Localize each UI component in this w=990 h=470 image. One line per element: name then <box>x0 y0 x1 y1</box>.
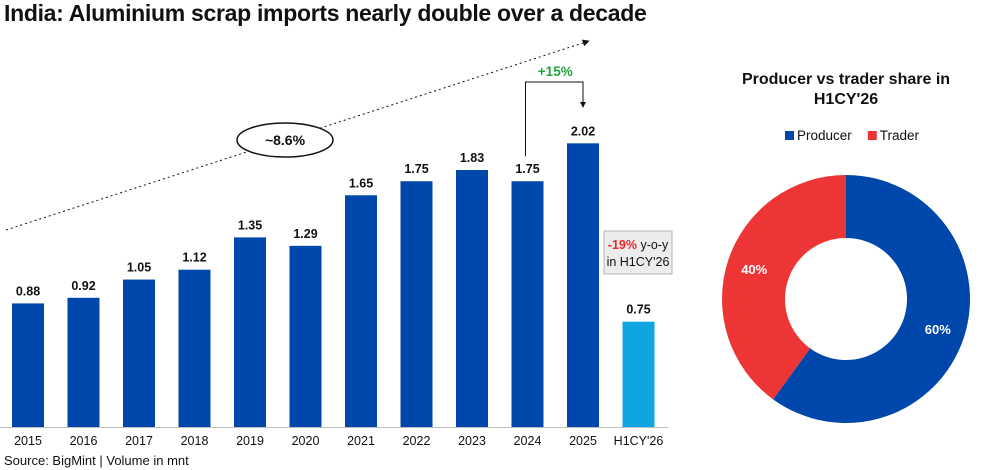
growth-bracket <box>525 81 586 157</box>
x-tick-label: 2021 <box>347 434 375 448</box>
bar-2016 <box>67 297 100 427</box>
bar-2021 <box>345 195 377 427</box>
bar-2024 <box>511 181 544 427</box>
bar-annotations: ~8.6% +15% -19% y-o-y in H1CY'26 <box>5 39 673 275</box>
x-tick-label: 2024 <box>514 434 542 448</box>
x-tick-label: 2022 <box>403 434 431 448</box>
x-tick-label: 2018 <box>181 434 209 448</box>
yoy-text: y-o-y <box>637 238 669 252</box>
x-tick-label: 2019 <box>236 434 264 448</box>
bar-2015 <box>12 303 44 427</box>
yoy-callout-line-2: in H1CY'26 <box>607 255 670 269</box>
bar-value-label: 1.65 <box>349 176 373 190</box>
bar-2023 <box>456 170 488 428</box>
legend-swatch-producer <box>785 131 794 140</box>
donut-slice-label: 40% <box>741 262 767 277</box>
bar-value-label: 0.92 <box>71 279 95 293</box>
x-tick-label: 2015 <box>14 434 42 448</box>
bar-2017 <box>123 279 155 427</box>
bar-value-label: 2.02 <box>571 124 595 138</box>
bar-2022 <box>400 181 433 427</box>
bar-value-label: 1.35 <box>238 218 262 232</box>
bar-2025 <box>567 143 599 428</box>
bar-value-label: 1.75 <box>515 162 539 176</box>
x-tick-label: 2025 <box>569 434 597 448</box>
x-tick-label: 2016 <box>70 434 98 448</box>
yoy-callout-line-1: -19% y-o-y <box>608 238 669 252</box>
donut-title-line-2: H1CY'26 <box>814 91 878 108</box>
bar-value-label: 1.83 <box>460 151 484 165</box>
x-tick-label: 2023 <box>458 434 486 448</box>
legend-label-trader: Trader <box>880 128 920 143</box>
legend-label-producer: Producer <box>797 128 852 143</box>
donut-title-line-1: Producer vs trader share in <box>742 71 950 88</box>
cagr-ellipse <box>236 122 334 158</box>
bar-2018 <box>178 269 211 427</box>
donut-slice-label: 60% <box>925 322 951 337</box>
growth-label: +15% <box>538 64 573 79</box>
bar-2019 <box>234 237 266 427</box>
bar-H1CY'26 <box>622 321 655 427</box>
donut-slice-trader <box>722 175 846 400</box>
yoy-value: -19% <box>608 238 637 252</box>
bar-value-label: 1.29 <box>293 227 317 241</box>
x-tick-label: H1CY'26 <box>614 434 664 448</box>
bar-value-label: 0.75 <box>626 303 650 317</box>
bar-value-label: 0.88 <box>16 284 40 298</box>
x-tick-label: 2020 <box>292 434 320 448</box>
bar-2020 <box>289 245 322 427</box>
cagr-label: ~8.6% <box>265 132 306 148</box>
donut-chart: Producer vs trader share in H1CY'26 Produc… <box>722 71 970 423</box>
chart-title: India: Aluminium scrap imports nearly do… <box>4 0 647 26</box>
yoy-callout-box <box>603 230 673 275</box>
donut-slice-producer <box>773 175 970 423</box>
bar-value-label: 1.12 <box>182 251 206 265</box>
legend-swatch-trader <box>867 131 877 140</box>
source-note: Source: BigMint | Volume in mnt <box>4 453 189 468</box>
x-tick-label: 2017 <box>125 434 153 448</box>
bar-chart: 0.88 2015 0.92 2016 1.05 2017 1.12 2018 1.35 2019… <box>0 124 668 448</box>
bar-value-label: 1.75 <box>404 162 428 176</box>
bar-value-label: 1.05 <box>127 261 151 275</box>
